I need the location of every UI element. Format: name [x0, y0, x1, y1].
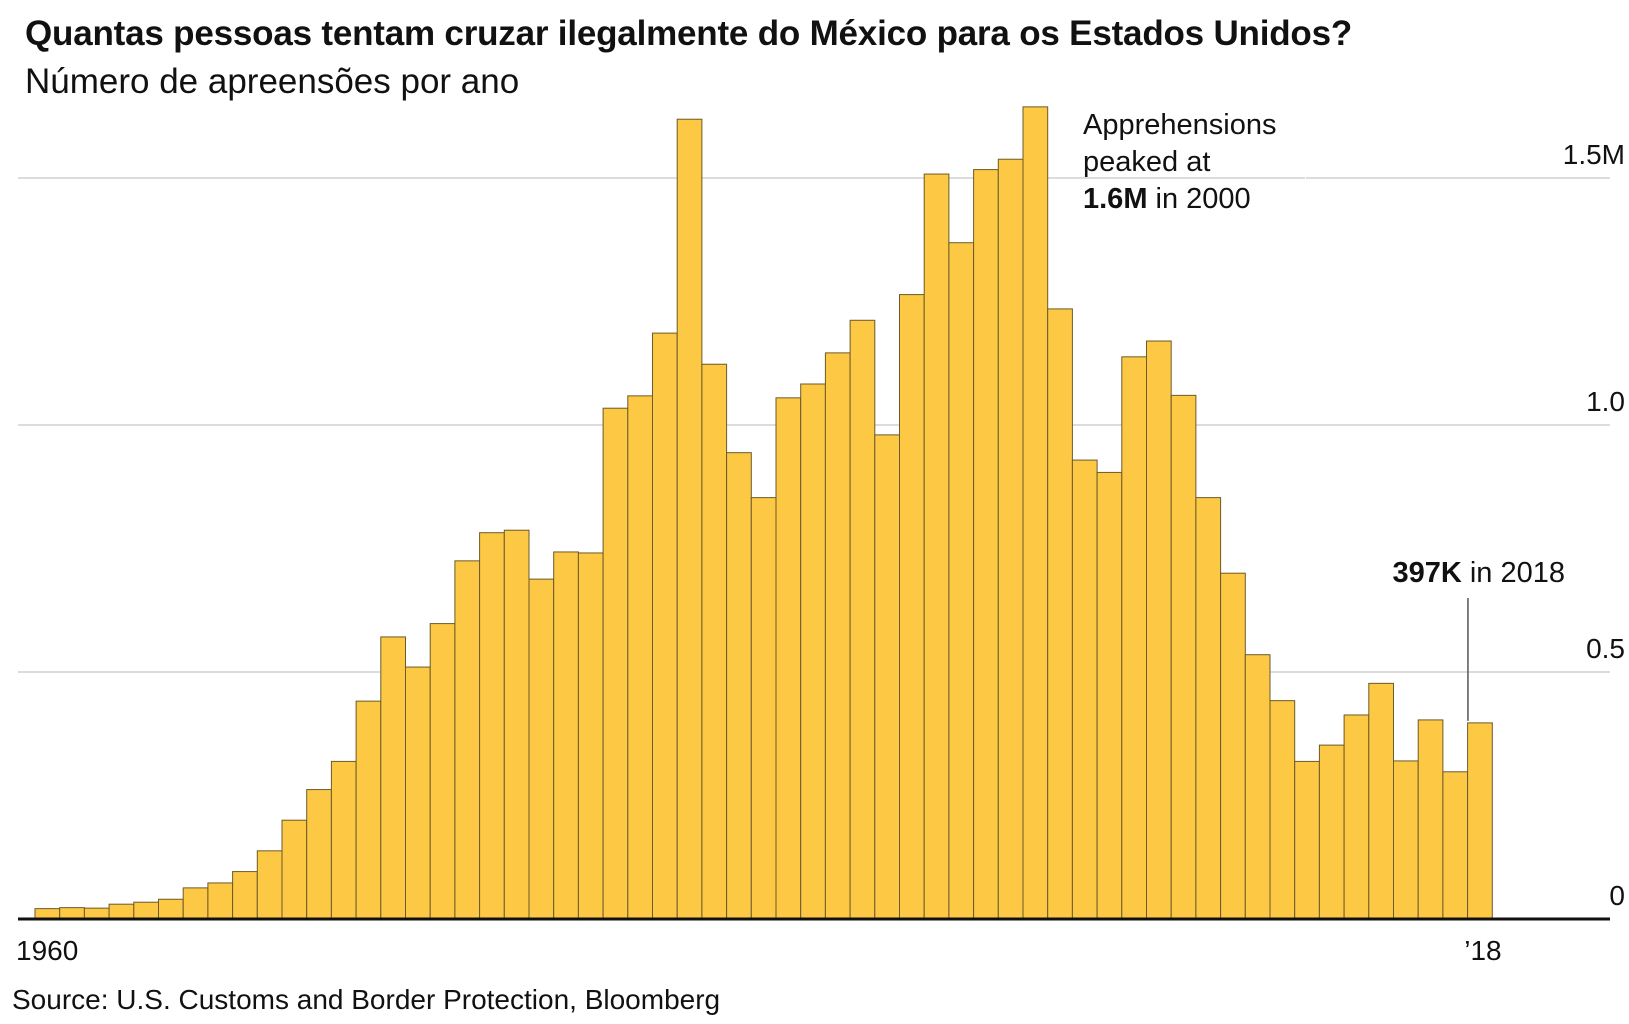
bar-2006 — [1170, 394, 1197, 920]
bar-1998 — [973, 169, 999, 920]
bar-1971 — [306, 789, 332, 920]
x-tick-label: ’18 — [1464, 935, 1501, 966]
source-note: Source: U.S. Customs and Border Protecti… — [12, 984, 721, 1015]
y-tick-label: 1.0 — [1586, 386, 1625, 417]
bar-1993 — [849, 319, 876, 920]
y-tick-label: 0.5 — [1586, 633, 1625, 664]
apprehensions-bar-chart: 0 0.5 1.0 1.5M 1960 ’18 Apprehensions peaked a… — [16, 106, 1625, 966]
bar-1996 — [923, 173, 950, 920]
bar-2012 — [1318, 744, 1345, 920]
bar-1961 — [59, 907, 85, 920]
bar-1987 — [701, 363, 728, 920]
peak-annotation-line: Apprehensions — [1083, 109, 1276, 141]
latest-annotation-line: 397K in 2018 — [1392, 557, 1565, 589]
bar-2013 — [1343, 714, 1370, 920]
bar-1978 — [479, 532, 505, 920]
bar-2004 — [1121, 356, 1148, 920]
annotation-layer: Apprehensions peaked at 1.6M in 2000 397K i… — [1083, 109, 1565, 721]
bar-1989 — [750, 497, 777, 920]
bar-1994 — [874, 434, 900, 920]
bar-1980 — [528, 578, 555, 920]
chart-title: Quantas pessoas tentam cruzar ilegalment… — [25, 14, 1353, 53]
bar-1967 — [207, 882, 234, 920]
chart-subtitle: Número de apreensões por ano — [25, 62, 520, 101]
bar-2000 — [1022, 106, 1049, 920]
bar-1985 — [652, 332, 678, 920]
bar-1968 — [232, 871, 258, 920]
bar-1982 — [577, 552, 604, 920]
bar-2003 — [1096, 471, 1123, 920]
bar-2016 — [1417, 719, 1444, 920]
bar-1981 — [553, 551, 579, 920]
bar-1984 — [627, 395, 653, 920]
bar-2001 — [1047, 308, 1073, 920]
bar-1979 — [503, 529, 530, 920]
bar-1976 — [429, 623, 456, 920]
bar-2015 — [1393, 760, 1419, 920]
bar-2017 — [1442, 771, 1469, 920]
bar-1964 — [133, 901, 160, 920]
bar-1963 — [108, 903, 135, 920]
bar-1966 — [182, 887, 209, 920]
bar-2014 — [1368, 682, 1395, 920]
bar-1974 — [380, 636, 406, 920]
bar-1970 — [281, 819, 308, 920]
bar-2005 — [1146, 340, 1172, 920]
bar-2018 — [1467, 722, 1493, 920]
bar-1975 — [405, 666, 431, 920]
bar-2002 — [1071, 459, 1098, 920]
peak-annotation-line: peaked at — [1083, 146, 1210, 178]
bar-2010 — [1269, 700, 1296, 920]
axis-layer: 0 0.5 1.0 1.5M 1960 ’18 — [16, 139, 1625, 966]
bar-1965 — [158, 898, 184, 920]
bar-1997 — [948, 242, 975, 920]
bar-1969 — [256, 850, 283, 920]
x-tick-label: 1960 — [16, 935, 78, 966]
bar-2011 — [1294, 760, 1320, 920]
bar-1988 — [726, 452, 752, 920]
y-tick-label: 0 — [1609, 880, 1625, 911]
bar-1995 — [899, 294, 925, 920]
bar-1990 — [775, 397, 802, 920]
bar-2008 — [1220, 572, 1246, 920]
bar-1960 — [34, 908, 61, 920]
y-tick-label: 1.5M — [1563, 139, 1625, 170]
peak-annotation-line: 1.6M in 2000 — [1083, 183, 1251, 215]
bar-1991 — [800, 383, 826, 920]
bar-1983 — [602, 407, 629, 920]
bar-1999 — [997, 158, 1024, 920]
bar-1972 — [330, 760, 357, 920]
bar-1986 — [676, 118, 703, 920]
bar-1977 — [454, 560, 481, 920]
bar-1962 — [83, 907, 110, 920]
bar-1992 — [824, 352, 851, 920]
bar-2009 — [1244, 654, 1271, 920]
bar-2007 — [1195, 497, 1222, 920]
bar-1973 — [355, 700, 382, 920]
bar-layer — [34, 106, 1493, 920]
